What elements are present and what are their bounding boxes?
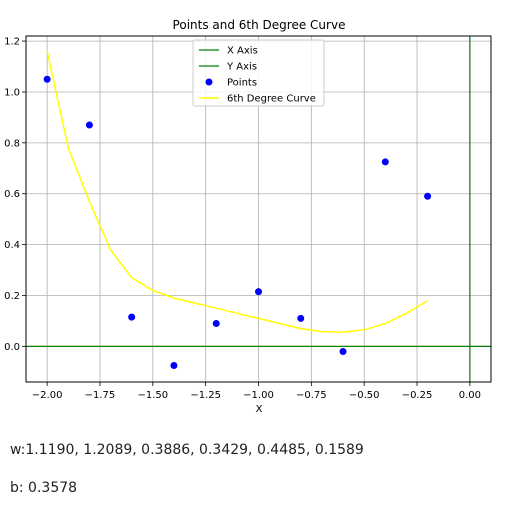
legend-marker	[205, 78, 213, 86]
x-tick-label: −0.50	[349, 390, 380, 401]
legend-entry: X Axis	[227, 46, 258, 57]
x-axis: −2.00 −1.75 −1.50 −1.25 −1.00 −0.75 −0.50 −0.25…	[32, 382, 481, 401]
curve-line	[46, 51, 428, 333]
x-tick-label: 0.00	[459, 390, 481, 401]
bias-caption: b: 0.3578	[10, 480, 78, 496]
data-point	[381, 158, 389, 166]
reference-lines	[26, 36, 491, 382]
legend-entry: Points	[227, 78, 257, 89]
data-point	[339, 347, 347, 355]
data-point	[85, 121, 93, 129]
data-point	[128, 313, 136, 321]
legend: X Axis Y Axis Points 6th Degree Curve	[192, 39, 325, 107]
y-tick-label: 0.0	[4, 342, 20, 353]
data-point	[212, 319, 220, 327]
x-tick-label: −0.75	[296, 390, 327, 401]
x-tick-label: −1.50	[137, 390, 168, 401]
legend-box	[192, 39, 325, 107]
data-point	[170, 361, 178, 369]
weights-caption: w:1.1190, 1.2089, 0.3886, 0.3429, 0.4485…	[10, 442, 364, 458]
x-tick-label: −0.25	[402, 390, 433, 401]
data-point	[43, 75, 51, 83]
y-tick-label: 0.4	[4, 240, 20, 251]
x-tick-label: −2.00	[32, 390, 63, 401]
legend-entry: Y Axis	[226, 62, 257, 73]
points-layer	[43, 75, 432, 369]
y-tick-label: 0.2	[4, 291, 20, 302]
chart: Points and 6th Degree Curve −2.00 −1.75 −1…	[4, 18, 492, 415]
data-point	[297, 314, 305, 322]
data-point	[255, 288, 262, 296]
x-tick-label: −1.00	[243, 390, 274, 401]
y-tick-label: 1.2	[4, 37, 20, 48]
y-tick-label: 1.0	[4, 87, 20, 98]
x-tick-label: −1.75	[85, 390, 116, 401]
y-axis: 0.0 0.2 0.4 0.6 0.8 1.0 1.2	[4, 37, 26, 353]
data-point	[424, 192, 432, 200]
y-tick-label: 0.8	[4, 138, 20, 149]
x-axis-label: X	[256, 404, 263, 415]
y-tick-label: 0.6	[4, 189, 20, 200]
curve-layer	[46, 51, 428, 333]
x-tick-label: −1.25	[190, 390, 221, 401]
legend-entry: 6th Degree Curve	[227, 94, 316, 105]
chart-title: Points and 6th Degree Curve	[173, 18, 346, 32]
